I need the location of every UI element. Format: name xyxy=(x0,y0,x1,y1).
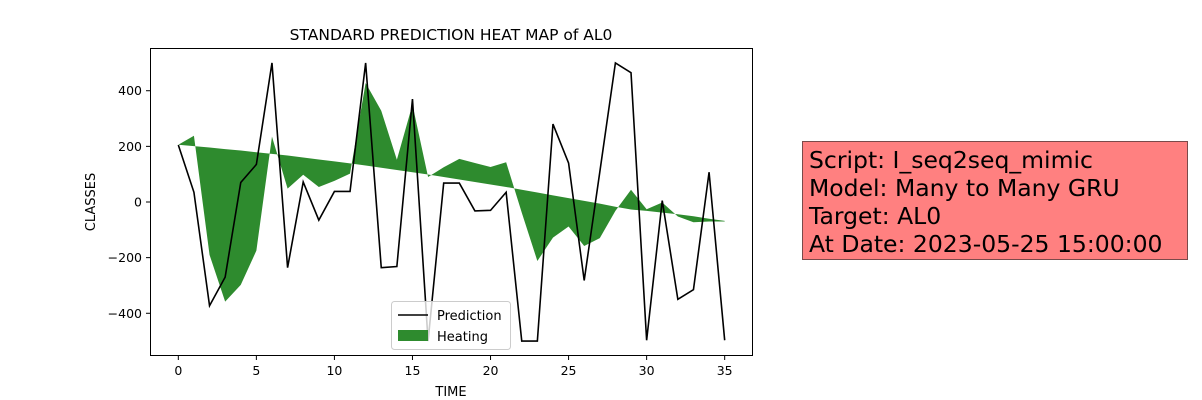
info-box: Script: I_seq2seq_mimic Model: Many to M… xyxy=(802,141,1188,260)
x-tick-label: 20 xyxy=(483,363,499,378)
y-tick-label: 200 xyxy=(118,139,142,154)
prediction-line xyxy=(177,61,726,342)
legend-heating-swatch xyxy=(398,330,428,341)
heating-area xyxy=(178,82,725,302)
y-axis-title: CLASSES xyxy=(84,173,99,231)
y-tick-label: 400 xyxy=(118,83,142,98)
info-target: Target: AL0 xyxy=(809,202,942,230)
chart: STANDARD PREDICTION HEAT MAP of AL0 0 5 10… xyxy=(84,26,753,400)
info-script: Script: I_seq2seq_mimic xyxy=(809,146,1093,174)
y-tick-label: −400 xyxy=(108,306,142,321)
chart-title: STANDARD PREDICTION HEAT MAP of AL0 xyxy=(290,26,613,44)
x-tick-label: 5 xyxy=(252,363,260,378)
legend-prediction-label: Prediction xyxy=(437,309,502,324)
heating-area-layer xyxy=(178,82,725,302)
x-tick-label: 25 xyxy=(561,363,577,378)
info-date: At Date: 2023-05-25 15:00:00 xyxy=(809,230,1163,258)
legend: Prediction Heating xyxy=(391,301,511,350)
x-tick-label: 0 xyxy=(174,363,182,378)
x-tick-label: 15 xyxy=(405,363,421,378)
y-tick-label: 0 xyxy=(134,195,142,210)
plot-frame xyxy=(150,48,753,356)
info-model: Model: Many to Many GRU xyxy=(809,174,1120,202)
x-tick-label: 30 xyxy=(639,363,655,378)
y-axis: −400 −200 0 200 400 xyxy=(108,83,150,321)
y-tick-label: −200 xyxy=(108,250,142,265)
x-tick-label: 35 xyxy=(717,363,733,378)
legend-heating-label: Heating xyxy=(437,330,488,345)
x-axis: 0 5 10 15 20 25 30 35 xyxy=(174,356,733,378)
x-axis-title: TIME xyxy=(434,385,466,400)
x-tick-label: 10 xyxy=(326,363,342,378)
prediction-line-layer xyxy=(177,61,726,342)
